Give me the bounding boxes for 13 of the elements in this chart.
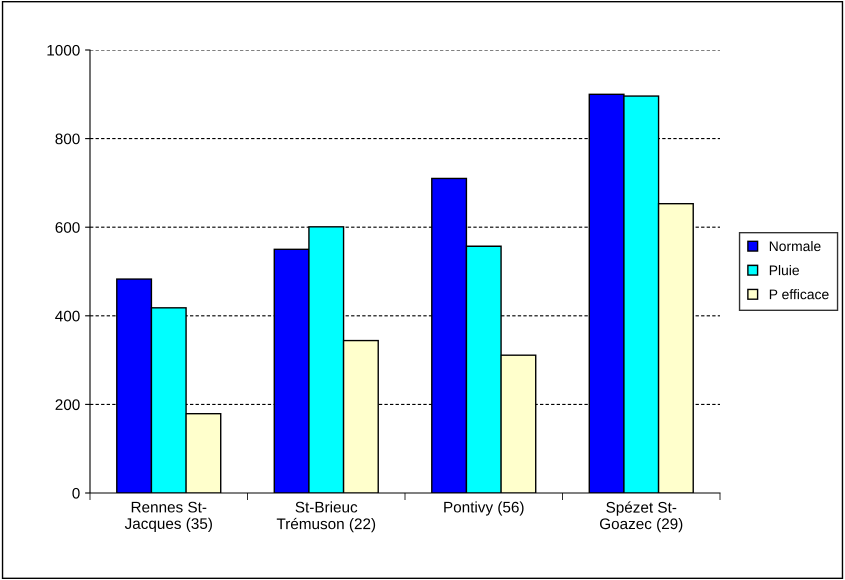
x-tick-label: Pontivy (56) — [444, 501, 524, 516]
y-tick-label: 0 — [72, 488, 80, 499]
y-tick-label: 1000 — [47, 44, 80, 56]
y-tick-label: 600 — [56, 222, 80, 233]
x-tick-label: Rennes St- Jacques (35) — [124, 502, 212, 532]
y-tick-label: 800 — [55, 133, 80, 144]
legend-label: Normale — [770, 240, 821, 252]
y-tick-label: 400 — [55, 310, 80, 322]
x-tick-label: St-Brieuc Trémuson (22) — [276, 501, 376, 532]
legend-label: P efficace — [770, 289, 829, 300]
y-tick-label: 200 — [56, 399, 80, 410]
x-tick-label: Spézet St- Goazec (29) — [600, 501, 682, 532]
legend-label: Pluie — [770, 265, 799, 276]
